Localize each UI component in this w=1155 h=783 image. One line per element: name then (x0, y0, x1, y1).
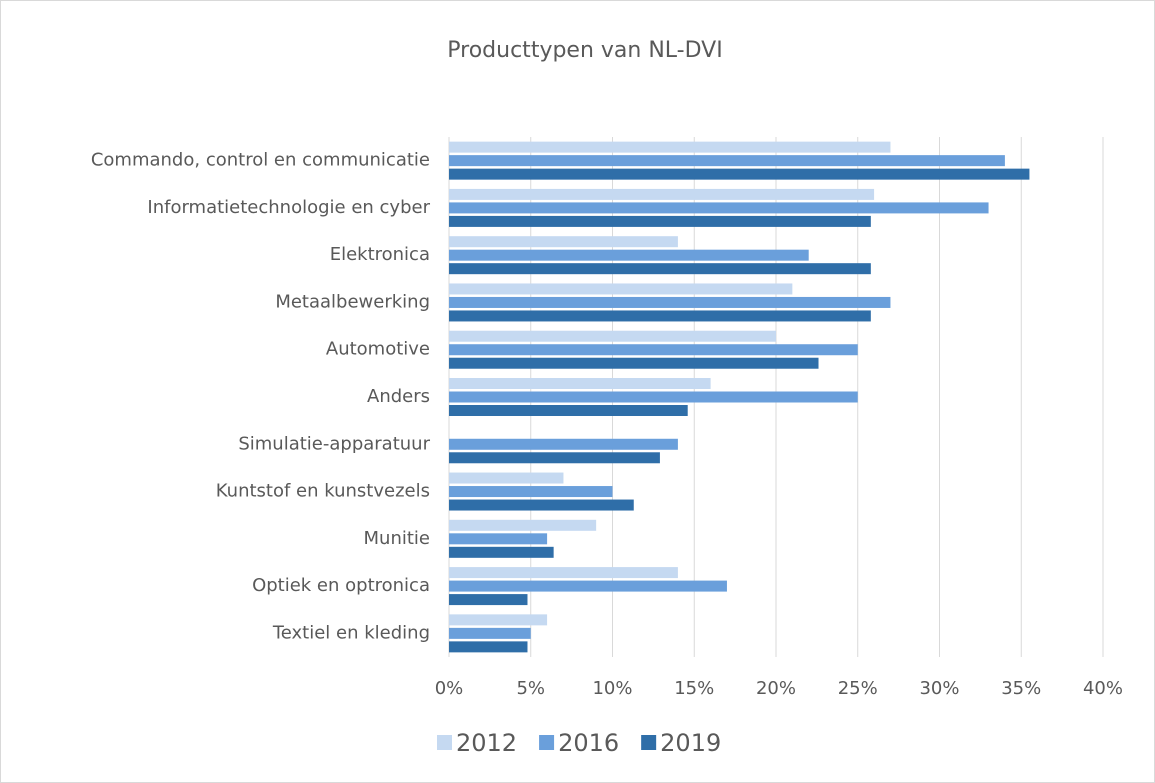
legend-label: 2016 (558, 729, 619, 757)
x-tick-label: 40% (1083, 678, 1123, 699)
y-tick-label: Elektronica (330, 244, 430, 265)
bar (449, 202, 989, 214)
bar (449, 486, 613, 498)
bar (449, 533, 548, 545)
bar (449, 546, 554, 558)
bar (449, 344, 858, 356)
bar (449, 141, 891, 153)
y-tick-label: Simulatie-apparatuur (238, 433, 430, 454)
chart-title: Producttypen van NL-DVI (447, 38, 722, 63)
bar (449, 452, 660, 464)
y-tick-label: Informatietechnologie en cyber (147, 197, 430, 218)
y-tick-label: Commando, control en communicatie (91, 150, 430, 171)
bar (449, 580, 727, 592)
y-tick-label: Metaalbewerking (275, 291, 430, 312)
bar (449, 249, 809, 261)
legend-swatch (437, 735, 452, 750)
x-tick-label: 35% (1001, 678, 1041, 699)
legend-swatch (641, 735, 657, 750)
bar (449, 499, 634, 511)
x-tick-label: 25% (838, 678, 878, 699)
y-tick-label: Automotive (326, 339, 430, 360)
x-tick-label: 20% (756, 678, 796, 699)
bar (449, 472, 564, 484)
bar (449, 330, 776, 342)
bar (449, 263, 871, 275)
bar (449, 236, 678, 248)
bar (449, 405, 688, 416)
bar (449, 357, 819, 369)
bar (449, 519, 597, 531)
bar (449, 438, 678, 450)
bar (449, 614, 548, 626)
x-tick-label: 10% (592, 678, 632, 699)
bar (449, 155, 1005, 167)
bar (449, 594, 528, 606)
bar (449, 310, 871, 322)
legend-swatch (539, 735, 555, 750)
y-tick-label: Munitie (364, 528, 430, 549)
bar (449, 378, 711, 389)
y-tick-label: Optiek en optronica (252, 575, 430, 596)
y-tick-label: Textiel en kleding (272, 622, 430, 643)
bar (449, 641, 528, 653)
bar (449, 168, 1030, 180)
x-tick-label: 5% (516, 678, 545, 699)
x-tick-label: 15% (674, 678, 714, 699)
x-tick-label: 30% (919, 678, 959, 699)
bar (449, 627, 531, 639)
bar (449, 296, 891, 308)
y-tick-label: Kuntstof en kunstvezels (216, 481, 430, 502)
bar (449, 215, 871, 227)
bar (449, 283, 793, 295)
bar (449, 391, 858, 403)
legend-label: 2012 (456, 729, 517, 757)
y-tick-label: Anders (367, 386, 430, 407)
legend-label: 2019 (660, 729, 721, 757)
bar (449, 188, 875, 200)
bar (449, 567, 678, 579)
x-tick-label: 0% (435, 678, 464, 699)
